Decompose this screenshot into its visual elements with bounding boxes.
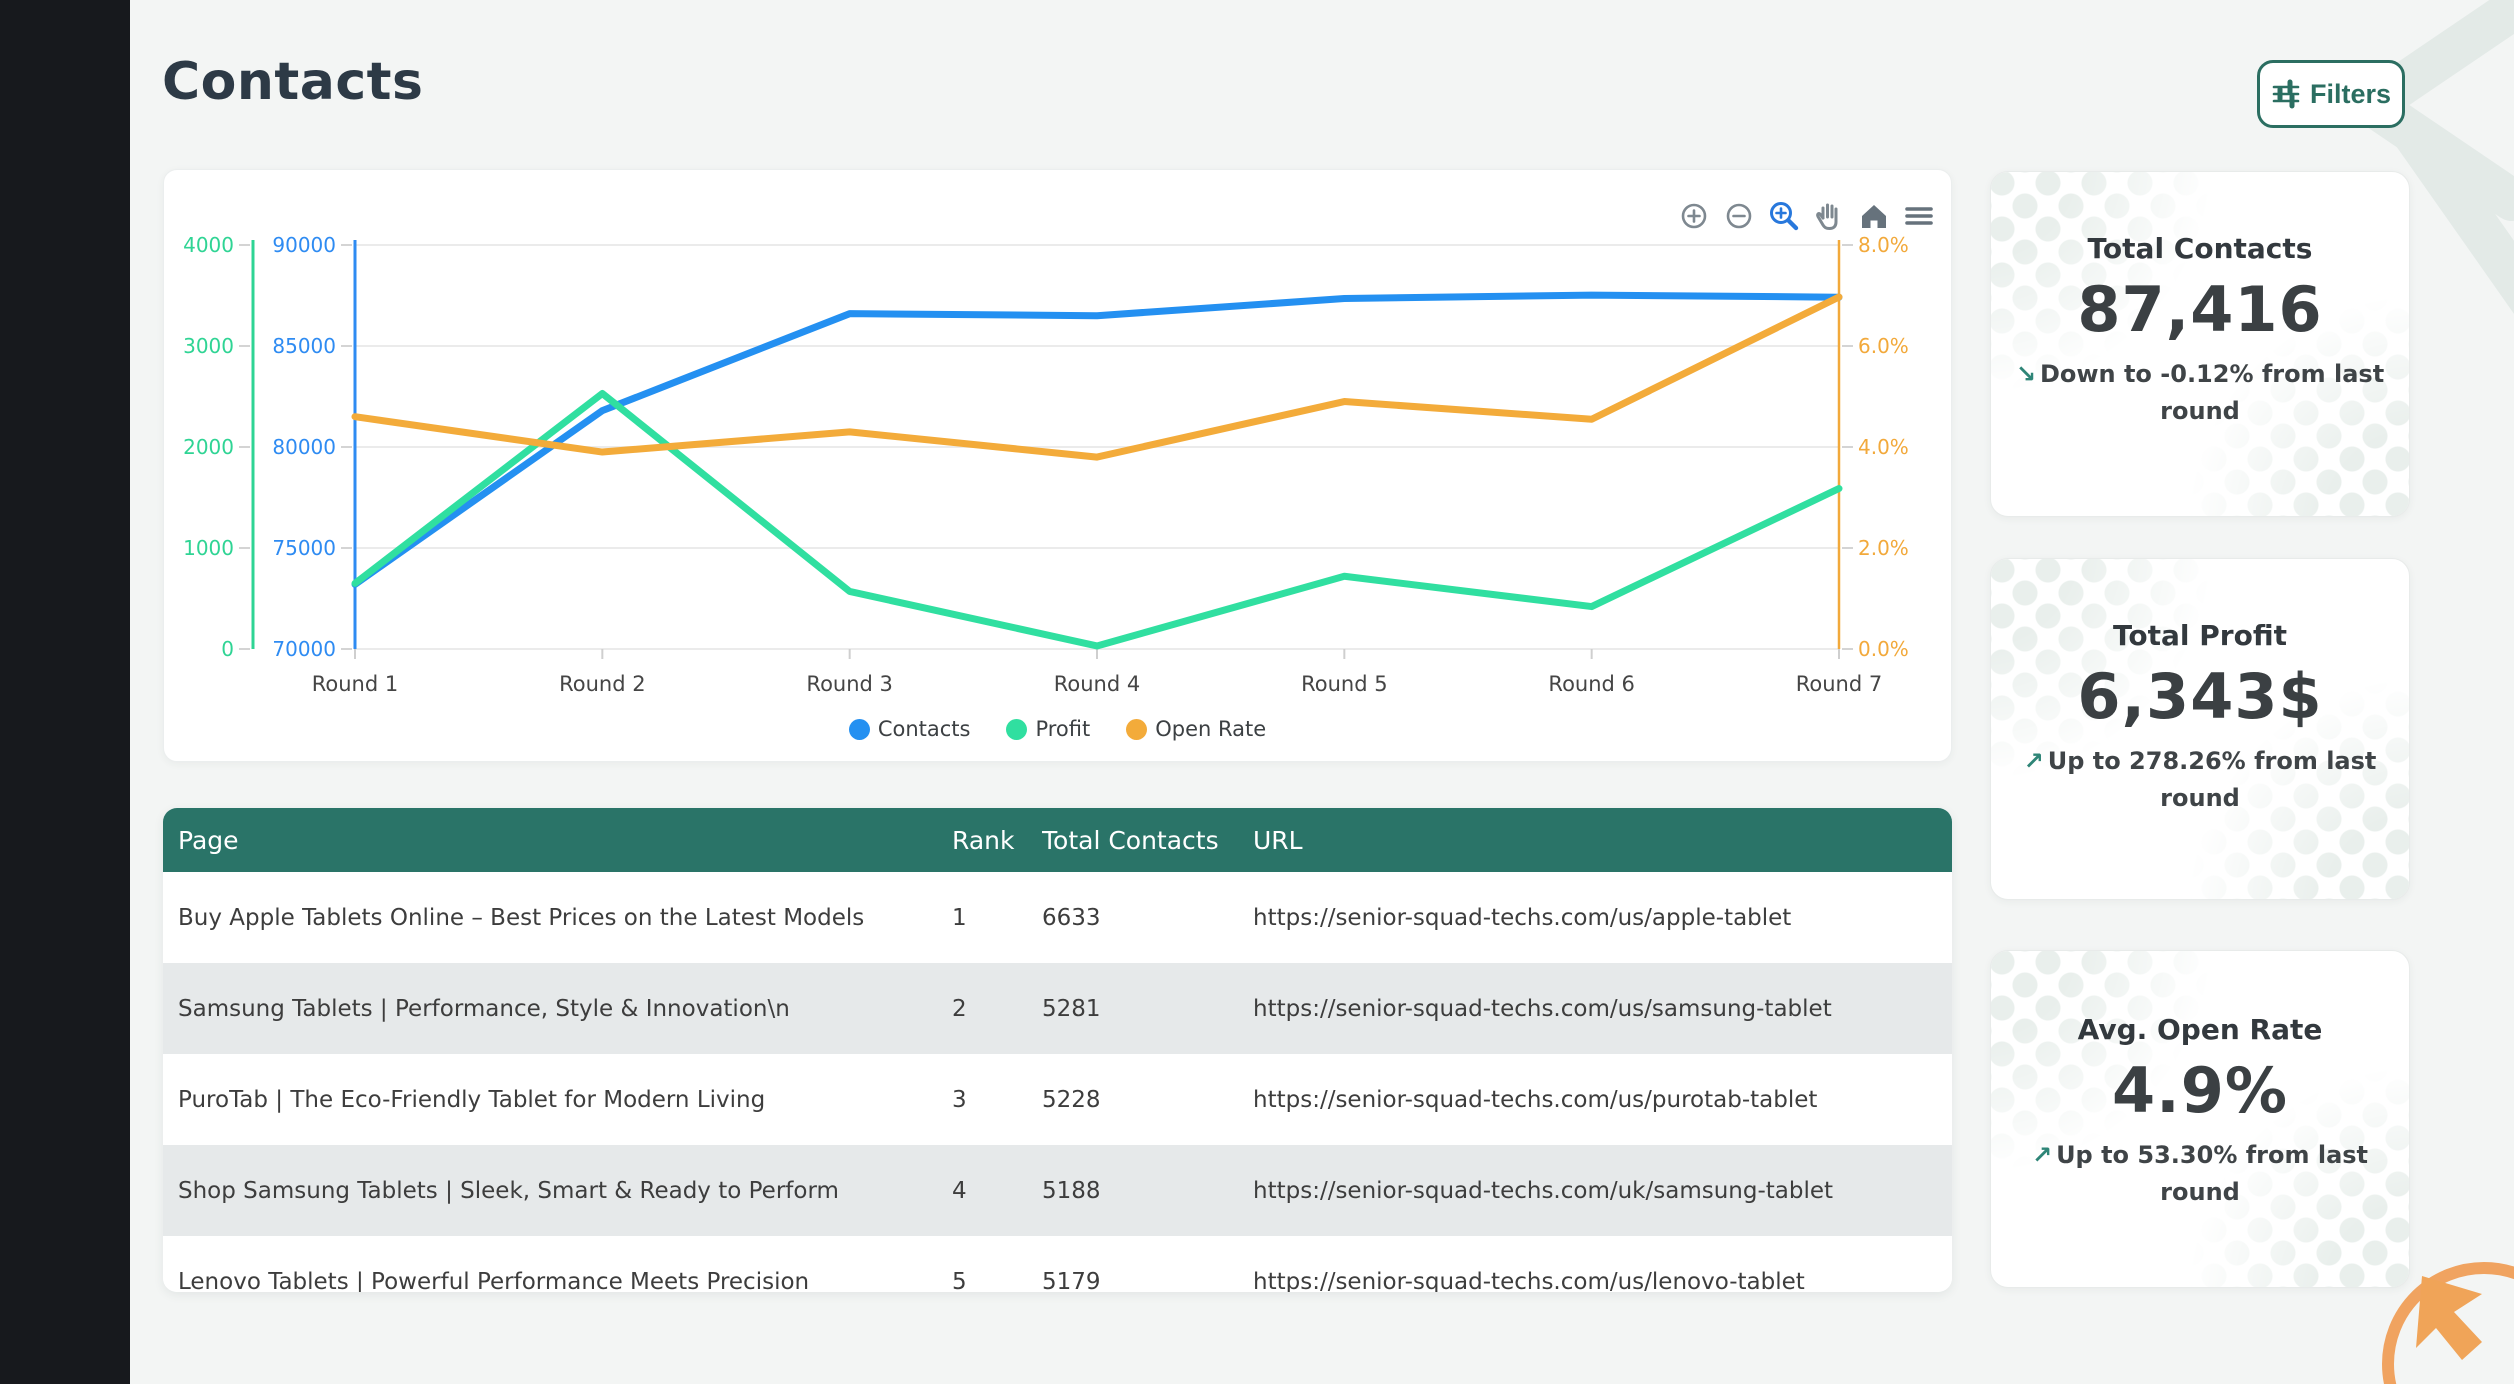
trend-down-icon: ↘	[2015, 360, 2036, 388]
cell-total-contacts: 6633	[1042, 904, 1101, 931]
legend-item-profit[interactable]: Profit	[1006, 717, 1090, 741]
cell-total-contacts: 5179	[1042, 1268, 1101, 1293]
menu-icon[interactable]	[1903, 200, 1935, 232]
svg-text:75000: 75000	[272, 536, 336, 560]
filters-button[interactable]: Filters	[2257, 60, 2405, 128]
svg-text:Round 6: Round 6	[1548, 672, 1634, 696]
cell-rank: 2	[952, 995, 967, 1022]
stat-delta: ↗ Up to 53.30% from last round	[2013, 1137, 2388, 1211]
cell-page: Buy Apple Tablets Online – Best Prices o…	[178, 904, 865, 931]
page-title: Contacts	[162, 52, 424, 112]
box-zoom-icon[interactable]	[1768, 200, 1800, 232]
cell-total-contacts: 5228	[1042, 1086, 1101, 1113]
stat-title: Total Profit	[2113, 619, 2287, 652]
filters-button-label: Filters	[2309, 78, 2392, 109]
legend-dot	[848, 718, 870, 740]
cell-rank: 3	[952, 1086, 967, 1113]
table-row: Lenovo Tablets | Powerful Performance Me…	[163, 1236, 1952, 1292]
cell-url: https://senior-squad-techs.com/us/purota…	[1253, 1086, 1818, 1113]
svg-text:1000: 1000	[183, 536, 234, 560]
svg-text:Round 2: Round 2	[559, 672, 645, 696]
svg-text:8.0%: 8.0%	[1858, 233, 1909, 257]
cell-page: Lenovo Tablets | Powerful Performance Me…	[178, 1268, 810, 1293]
column-header-page: Page	[178, 825, 239, 855]
column-header-rank: Rank	[952, 825, 1015, 855]
table-row: Buy Apple Tablets Online – Best Prices o…	[163, 872, 1952, 963]
svg-text:80000: 80000	[272, 435, 336, 459]
svg-text:Round 1: Round 1	[312, 672, 398, 696]
table-row: Samsung Tablets | Performance, Style & I…	[163, 963, 1952, 1054]
cell-total-contacts: 5188	[1042, 1177, 1101, 1204]
cell-rank: 5	[952, 1268, 967, 1293]
legend-label: Open Rate	[1155, 717, 1267, 741]
table-row: Shop Samsung Tablets | Sleek, Smart & Re…	[163, 1145, 1952, 1236]
zoom-out-icon[interactable]	[1723, 200, 1755, 232]
chart-canvas[interactable]: 0 70000 0.0% 1000 75000 2.0% 2000 80000 4.0% 3000…	[164, 170, 1952, 762]
cell-page: Samsung Tablets | Performance, Style & I…	[178, 995, 790, 1022]
cell-rank: 4	[952, 1177, 967, 1204]
stat-title: Total Contacts	[2087, 232, 2313, 265]
cell-url: https://senior-squad-techs.com/us/lenovo…	[1253, 1268, 1805, 1293]
svg-text:90000: 90000	[272, 233, 336, 257]
column-header-total-contacts: Total Contacts	[1042, 825, 1219, 855]
sidebar	[0, 0, 130, 1384]
legend-label: Contacts	[877, 717, 971, 741]
stat-card-total-profit: Total Profit 6,343$ ↗ Up to 278.26% from …	[1990, 558, 2410, 900]
stat-delta-text: Up to 53.30% from last round	[2056, 1141, 2369, 1207]
stat-card-total-contacts: Total Contacts 87,416 ↘ Down to -0.12% fr…	[1990, 171, 2410, 517]
chart-card: 0 70000 0.0% 1000 75000 2.0% 2000 80000 4.0% 3000…	[163, 169, 1952, 762]
cell-url: https://senior-squad-techs.com/us/apple-…	[1253, 904, 1792, 931]
svg-text:70000: 70000	[272, 637, 336, 661]
cell-url: https://senior-squad-techs.com/uk/samsun…	[1253, 1177, 1834, 1204]
svg-text:Round 4: Round 4	[1054, 672, 1140, 696]
table-header: Page Rank Total Contacts URL	[163, 808, 1952, 872]
stat-delta-text: Down to -0.12% from last round	[2039, 360, 2385, 426]
pan-icon[interactable]	[1813, 200, 1845, 232]
table-body: Buy Apple Tablets Online – Best Prices o…	[163, 872, 1952, 1292]
svg-text:Round 3: Round 3	[806, 672, 892, 696]
stat-delta-text: Up to 278.26% from last round	[2047, 747, 2377, 813]
cell-page: Shop Samsung Tablets | Sleek, Smart & Re…	[178, 1177, 839, 1204]
svg-text:85000: 85000	[272, 334, 336, 358]
table-card: Page Rank Total Contacts URL Buy Apple T…	[163, 808, 1952, 1292]
svg-text:4.0%: 4.0%	[1858, 435, 1909, 459]
stat-card-avg-open-rate: Avg. Open Rate 4.9% ↗ Up to 53.30% from l…	[1990, 950, 2410, 1288]
sliders-icon	[2271, 79, 2301, 109]
cell-page: PuroTab | The Eco-Friendly Tablet for Mo…	[178, 1086, 766, 1113]
legend-item-open-rate[interactable]: Open Rate	[1126, 717, 1266, 741]
svg-text:Round 7: Round 7	[1796, 672, 1882, 696]
stat-delta: ↗ Up to 278.26% from last round	[2013, 743, 2388, 817]
svg-text:2.0%: 2.0%	[1858, 536, 1909, 560]
svg-text:6.0%: 6.0%	[1858, 334, 1909, 358]
stat-delta: ↘ Down to -0.12% from last round	[2013, 356, 2388, 430]
svg-text:3000: 3000	[183, 334, 234, 358]
home-icon[interactable]	[1858, 200, 1890, 232]
stat-value: 6,343$	[2077, 660, 2323, 733]
cell-url: https://senior-squad-techs.com/us/samsun…	[1253, 995, 1832, 1022]
legend-dot	[1126, 718, 1148, 740]
zoom-in-icon[interactable]	[1678, 200, 1710, 232]
stat-value: 4.9%	[2112, 1054, 2288, 1127]
table-row: PuroTab | The Eco-Friendly Tablet for Mo…	[163, 1054, 1952, 1145]
trend-up-icon: ↗	[2031, 1141, 2053, 1169]
svg-text:Round 5: Round 5	[1301, 672, 1387, 696]
chart-toolbar	[1678, 200, 1935, 232]
stat-title: Avg. Open Rate	[2077, 1013, 2323, 1046]
cell-total-contacts: 5281	[1042, 995, 1101, 1022]
trend-up-icon: ↗	[2023, 747, 2044, 775]
column-header-url: URL	[1253, 825, 1303, 855]
chart-legend: Contacts Profit Open Rate	[164, 717, 1951, 741]
svg-text:2000: 2000	[183, 435, 234, 459]
legend-label: Profit	[1035, 717, 1091, 741]
legend-dot	[1006, 718, 1028, 740]
svg-text:0: 0	[221, 637, 234, 661]
legend-item-contacts[interactable]: Contacts	[848, 717, 971, 741]
stat-value: 87,416	[2077, 273, 2323, 346]
cell-rank: 1	[952, 904, 967, 931]
svg-text:4000: 4000	[183, 233, 234, 257]
svg-text:0.0%: 0.0%	[1858, 637, 1909, 661]
